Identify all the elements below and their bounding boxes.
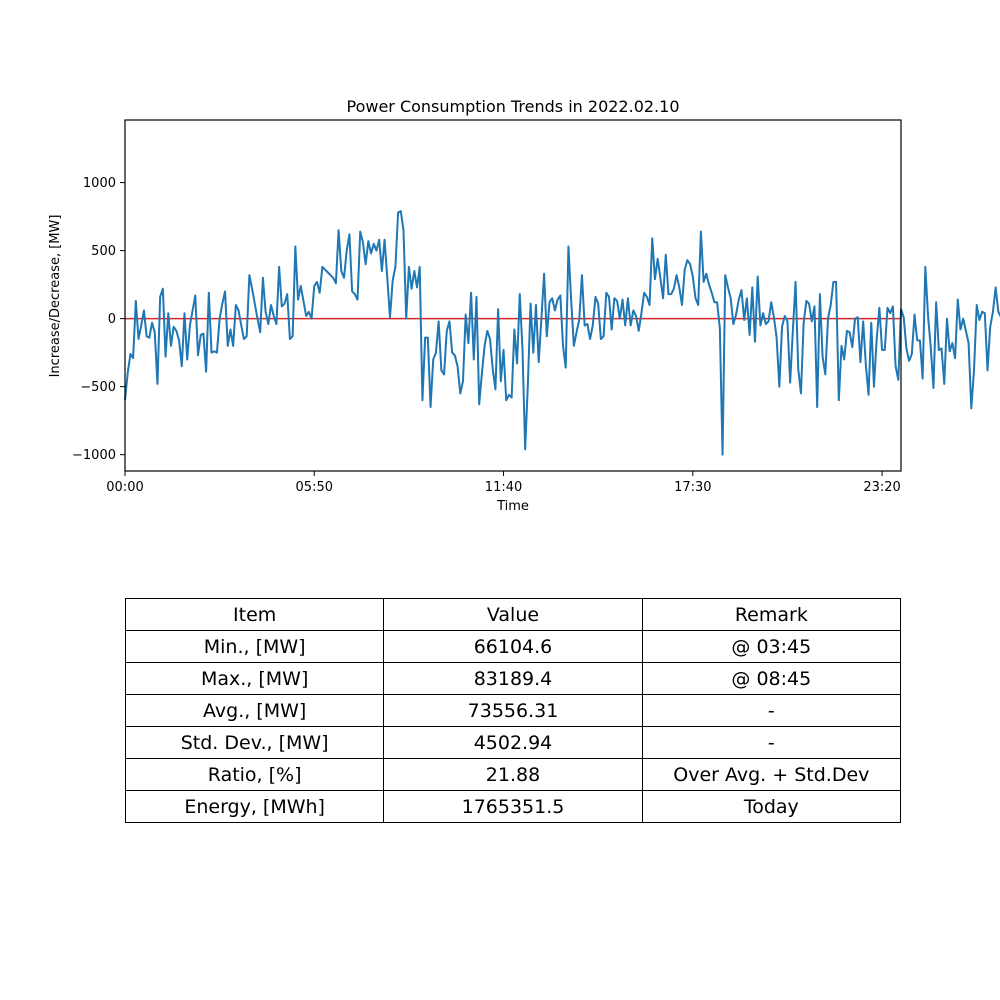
x-tick-label: 17:30 [674,480,711,495]
table-cell: Max., [MW] [124,662,385,695]
chart: Power Consumption Trends in 2022.02.10 T… [48,97,1000,514]
header-value: Value [383,598,643,631]
table-cell: 4502.94 [383,726,643,759]
table-cell: Today [641,790,902,823]
y-axis-ticks: −1000 −500 0 500 1000 [72,176,125,463]
header-item: Item [124,598,385,631]
table-row: Avg., [MW] 73556.31 - [124,694,902,727]
table-row: Energy, [MWh] 1765351.5 Today [124,790,902,823]
summary-table: Item Value Remark Min., [MW] 66104.6 @ 0… [124,598,902,823]
table-cell: - [641,694,902,727]
table-cell: 83189.4 [383,662,643,695]
y-tick-label: 0 [108,312,116,327]
table-cell: @ 03:45 [641,630,902,663]
x-axis-ticks: 00:00 05:50 11:40 17:30 23:20 [106,471,901,495]
plot-frame [124,119,902,472]
header-remark: Remark [641,598,902,631]
series-line-consumption-change [124,210,1000,456]
table-cell: Avg., [MW] [124,694,385,727]
y-tick-label: −1000 [72,448,116,463]
table-cell: 21.88 [383,758,643,791]
y-tick-label: 1000 [83,176,116,191]
y-tick-label: −500 [80,380,116,395]
table-row: Max., [MW] 83189.4 @ 08:45 [124,662,902,695]
table-header-row: Item Value Remark [124,598,902,631]
table-row: Min., [MW] 66104.6 @ 03:45 [124,630,902,663]
x-tick-label: 00:00 [106,480,143,495]
table-cell: Ratio, [%] [124,758,385,791]
table-cell: Over Avg. + Std.Dev [641,758,902,791]
x-axis-label: Time [496,499,529,514]
table-cell: 66104.6 [383,630,643,663]
table-cell: Energy, [MWh] [124,790,385,823]
table-cell: - [641,726,902,759]
table-cell: Min., [MW] [124,630,385,663]
x-tick-label: 11:40 [485,480,522,495]
chart-title: Power Consumption Trends in 2022.02.10 [346,97,679,116]
table-cell: 73556.31 [383,694,643,727]
y-axis-label: Increase/Decrease, [MW] [48,215,63,378]
x-tick-label: 05:50 [296,480,333,495]
table-row: Std. Dev., [MW] 4502.94 - [124,726,902,759]
table-cell: @ 08:45 [641,662,902,695]
table-cell: 1765351.5 [383,790,643,823]
table-row: Ratio, [%] 21.88 Over Avg. + Std.Dev [124,758,902,791]
x-tick-label: 23:20 [863,480,900,495]
table-cell: Std. Dev., [MW] [124,726,385,759]
y-tick-label: 500 [91,244,116,259]
